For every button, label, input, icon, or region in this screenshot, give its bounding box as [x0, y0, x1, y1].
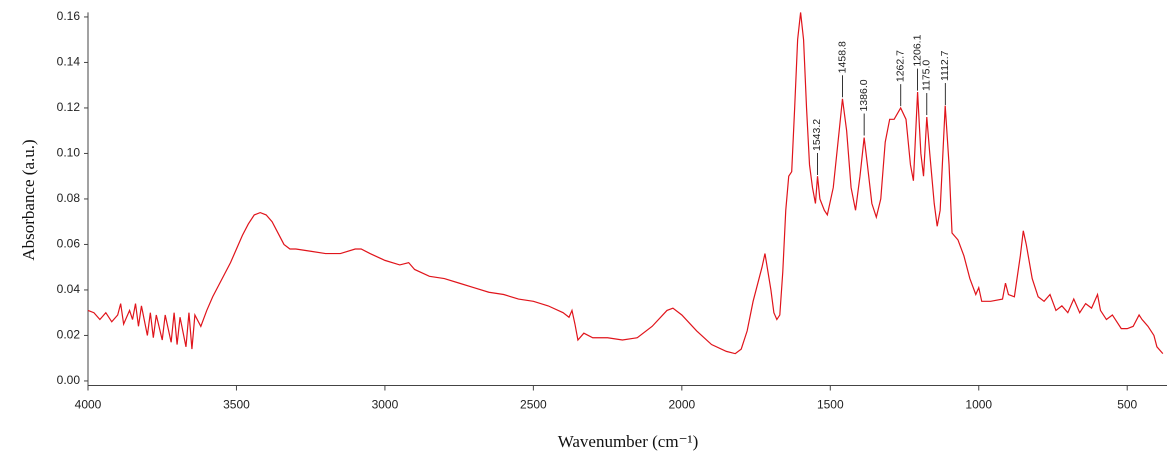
- annotation-label: 1458.8: [836, 41, 848, 73]
- y-tick-label: 0.16: [57, 9, 81, 23]
- y-tick-label: 0.00: [57, 373, 81, 387]
- x-tick-label: 2000: [668, 398, 695, 412]
- x-tick-label: 1500: [817, 398, 844, 412]
- annotation-label: 1175.0: [921, 60, 933, 91]
- y-axis-title: Absorbance (a.u.): [19, 139, 38, 260]
- x-tick-label: 4000: [75, 398, 102, 412]
- x-tick-label: 3500: [223, 398, 250, 412]
- x-tick-label: 500: [1117, 398, 1137, 412]
- y-tick-label: 0.08: [57, 191, 81, 205]
- y-tick-label: 0.12: [57, 100, 81, 114]
- x-axis-title: Wavenumber (cm⁻¹): [558, 432, 699, 451]
- spectrum-line: [87, 12, 1164, 355]
- y-tick-label: 0.10: [57, 146, 81, 160]
- y-tick-label: 0.06: [57, 237, 81, 251]
- x-tick-label: 3000: [372, 398, 399, 412]
- y-tick-label: 0.02: [57, 328, 81, 342]
- annotation-label: 1386.0: [858, 79, 870, 111]
- annotation-label: 1543.2: [811, 119, 823, 151]
- annotation-label: 1262.7: [895, 50, 907, 82]
- x-tick-label: 2500: [520, 398, 547, 412]
- annotation-label: 1112.7: [939, 50, 951, 81]
- annotation-label: 1206.1: [911, 34, 923, 66]
- y-tick-label: 0.14: [57, 55, 81, 69]
- x-tick-label: 1000: [965, 398, 992, 412]
- y-tick-label: 0.04: [57, 282, 81, 296]
